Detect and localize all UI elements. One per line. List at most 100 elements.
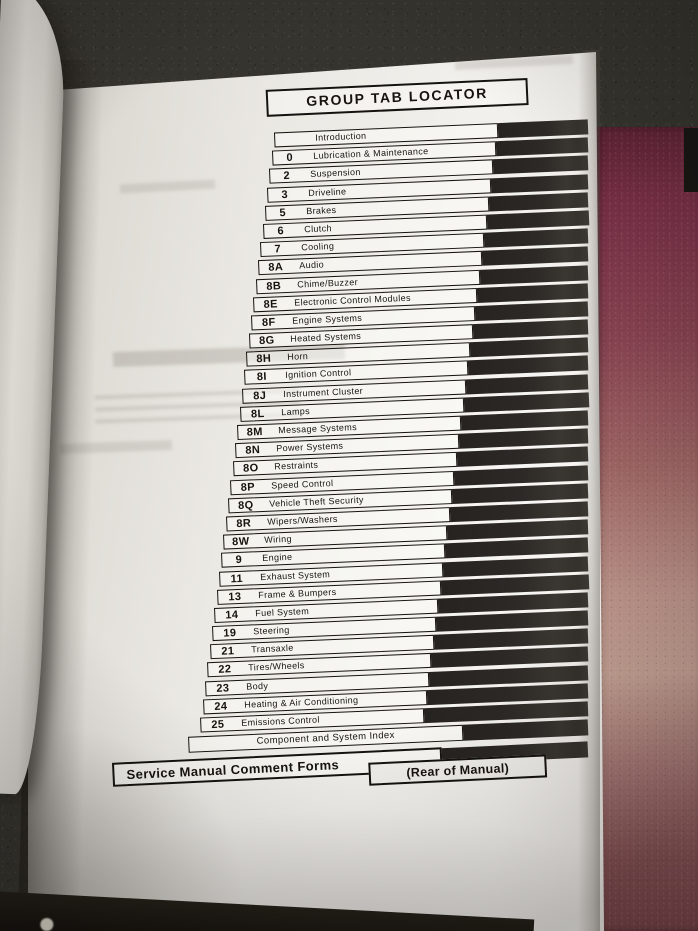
group-tab-bar bbox=[472, 319, 589, 340]
index-tab-bar bbox=[462, 719, 589, 741]
group-tab-bar bbox=[479, 264, 589, 285]
group-label: Brakes bbox=[305, 204, 337, 216]
group-tab-bar bbox=[481, 246, 589, 267]
page-edge-shadow bbox=[578, 50, 600, 931]
reflection-dot bbox=[39, 917, 54, 931]
group-tab-bar bbox=[486, 210, 589, 230]
group-tab-bar bbox=[483, 228, 589, 248]
group-label: Audio bbox=[298, 259, 325, 271]
group-tab-bar bbox=[463, 392, 589, 413]
group-label: Lamps bbox=[280, 405, 310, 418]
group-number: 8P bbox=[240, 480, 256, 493]
group-tab-bar bbox=[440, 574, 589, 596]
group-number: 11 bbox=[230, 571, 244, 585]
group-tab-bar bbox=[451, 483, 589, 504]
group-label: Fuel System bbox=[255, 605, 310, 619]
group-tab-bar bbox=[493, 155, 589, 175]
group-label: Horn bbox=[287, 351, 309, 363]
group-tab-bar bbox=[477, 283, 589, 303]
group-number: 8Q bbox=[237, 498, 254, 512]
group-tab-bar bbox=[467, 355, 589, 376]
group-number: 9 bbox=[235, 553, 243, 566]
group-label: Exhaust System bbox=[259, 568, 331, 582]
page-content: GROUP TAB LOCATOR Introduction 0 Lubrica… bbox=[36, 78, 596, 787]
group-number: 25 bbox=[211, 718, 225, 731]
group-tab-bar bbox=[488, 192, 589, 212]
group-number: 24 bbox=[213, 699, 228, 713]
group-label: Emissions Control bbox=[241, 714, 321, 728]
group-number: 8G bbox=[258, 334, 275, 347]
group-tab-bar bbox=[431, 646, 589, 669]
group-tab-bar bbox=[444, 537, 589, 559]
group-label: Electronic Control Modules bbox=[294, 292, 412, 308]
group-label: Cooling bbox=[301, 241, 335, 253]
index-label: Component and System Index bbox=[256, 729, 396, 747]
page-title: GROUP TAB LOCATOR bbox=[265, 78, 529, 117]
group-label: Speed Control bbox=[271, 477, 334, 491]
group-number: 8R bbox=[235, 516, 252, 530]
group-number: 8F bbox=[261, 315, 276, 329]
group-number: 22 bbox=[218, 663, 232, 676]
group-number: 6 bbox=[276, 224, 284, 237]
rear-of-manual-label: (Rear of Manual) bbox=[406, 760, 510, 780]
group-tab-bar bbox=[460, 410, 589, 431]
group-number: 23 bbox=[216, 681, 230, 695]
group-number: 5 bbox=[279, 206, 287, 219]
group-label: Steering bbox=[252, 624, 290, 637]
group-label: Engine bbox=[262, 552, 293, 564]
group-number: 8J bbox=[252, 388, 267, 402]
group-tab-bar bbox=[449, 501, 589, 523]
group-label: Introduction bbox=[315, 130, 367, 143]
group-number: 8O bbox=[242, 462, 259, 475]
group-number: 8H bbox=[256, 352, 272, 365]
group-label: Vehicle Theft Security bbox=[269, 494, 364, 509]
group-number: 8N bbox=[245, 443, 261, 457]
group-label: Suspension bbox=[310, 167, 362, 180]
group-number: 19 bbox=[222, 626, 237, 640]
group-tab-bar bbox=[465, 373, 589, 395]
group-label: Frame & Bumpers bbox=[257, 586, 337, 600]
group-label: Wiring bbox=[264, 533, 293, 546]
group-tab-bar bbox=[470, 337, 589, 358]
group-tab-bar bbox=[490, 173, 589, 193]
group-label: Power Systems bbox=[275, 440, 344, 454]
group-number: 8I bbox=[256, 370, 268, 384]
group-number: 8A bbox=[267, 260, 284, 274]
group-number: 8E bbox=[263, 297, 279, 311]
group-label: Restraints bbox=[273, 460, 319, 472]
group-label: Heating & Air Conditioning bbox=[243, 694, 359, 710]
group-number: 13 bbox=[227, 590, 242, 603]
group-label: Chime/Buzzer bbox=[296, 276, 358, 290]
group-number: 3 bbox=[281, 187, 289, 201]
group-tab-bar bbox=[458, 428, 589, 449]
group-number: 21 bbox=[220, 644, 235, 658]
book-cover-shadow-notch bbox=[684, 128, 698, 192]
group-tab-list: Introduction 0 Lubrication & Maintenance… bbox=[36, 119, 596, 733]
group-tab-bar bbox=[497, 119, 589, 139]
group-number: 8L bbox=[250, 407, 265, 420]
group-number: 2 bbox=[283, 169, 291, 182]
group-label: Message Systems bbox=[278, 422, 358, 436]
maroon-book-cover bbox=[596, 127, 698, 931]
group-tab-bar bbox=[495, 137, 589, 157]
group-label: Lubrication & Maintenance bbox=[312, 146, 429, 162]
group-label: Ignition Control bbox=[285, 367, 352, 381]
group-tab-bar bbox=[456, 446, 589, 468]
group-number: 8B bbox=[265, 279, 282, 292]
group-number: 0 bbox=[285, 151, 293, 164]
group-label: Clutch bbox=[303, 223, 332, 235]
group-label: Engine Systems bbox=[292, 312, 363, 326]
group-label: Body bbox=[246, 680, 269, 692]
group-tab-bar bbox=[474, 301, 589, 321]
group-number bbox=[275, 139, 308, 140]
group-tab-bar bbox=[454, 464, 589, 486]
group-label: Tires/Wheels bbox=[248, 660, 306, 673]
group-number: 7 bbox=[274, 242, 282, 256]
group-number: 8W bbox=[232, 535, 251, 548]
group-number: 14 bbox=[225, 608, 239, 621]
group-label: Instrument Cluster bbox=[282, 385, 364, 399]
group-number: 8M bbox=[246, 425, 264, 439]
group-label: Driveline bbox=[308, 186, 347, 198]
